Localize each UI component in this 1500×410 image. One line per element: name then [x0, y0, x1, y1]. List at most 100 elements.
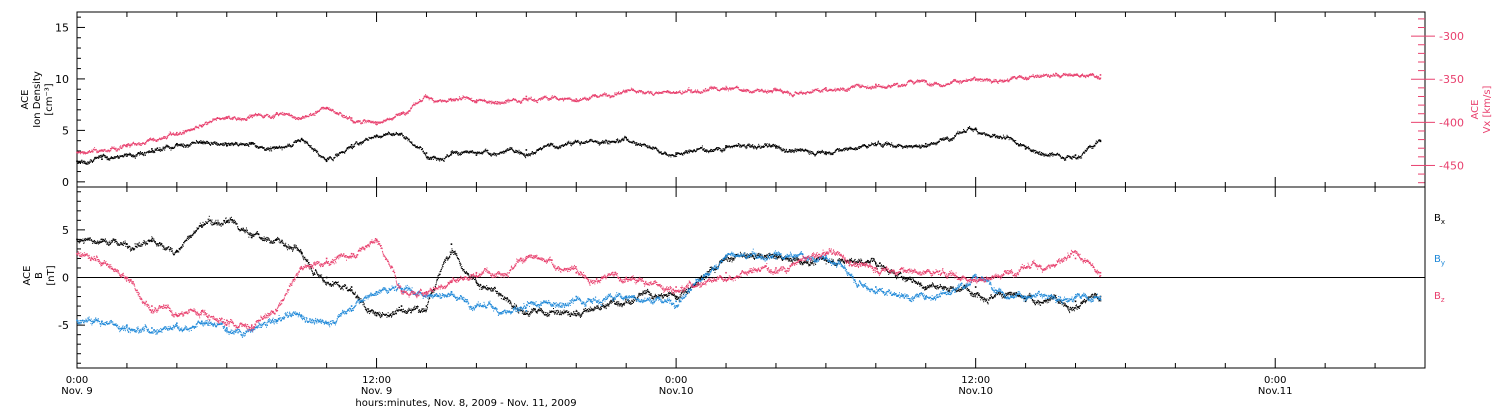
velocity-trace-point — [287, 113, 289, 115]
velocity-trace-point — [725, 88, 727, 90]
velocity-trace-point — [1039, 76, 1041, 78]
velocity-trace-point — [361, 122, 363, 124]
velocity-trace-point — [911, 79, 913, 81]
velocity-trace-point — [497, 102, 499, 104]
density-trace-point — [111, 158, 113, 160]
velocity-trace-point — [418, 101, 420, 103]
velocity-trace-point — [305, 115, 307, 117]
velocity-trace-point — [702, 91, 704, 93]
velocity-trace-point — [443, 100, 445, 102]
velocity-trace-point — [229, 116, 231, 118]
velocity-trace-point — [248, 117, 250, 119]
density-trace-point — [147, 152, 149, 154]
velocity-trace-point — [688, 87, 690, 89]
density-trace-point — [483, 151, 485, 153]
velocity-trace-point — [409, 109, 411, 111]
velocity-trace-point — [1014, 76, 1016, 78]
velocity-trace-point — [500, 102, 502, 104]
velocity-trace-point — [292, 115, 294, 117]
velocity-trace-point — [316, 111, 318, 113]
velocity-trace-point — [535, 100, 537, 102]
velocity-trace-point — [206, 124, 208, 126]
velocity-trace-point — [847, 87, 849, 89]
velocity-trace-point — [120, 147, 122, 149]
velocity-trace-point — [274, 115, 276, 117]
velocity-trace-point — [78, 152, 80, 154]
velocity-trace-point — [429, 98, 431, 100]
velocity-trace-point — [650, 93, 652, 95]
velocity-trace-point — [358, 121, 360, 123]
density-trace-point — [391, 134, 393, 136]
velocity-trace-point — [588, 99, 590, 101]
velocity-trace-point — [239, 117, 241, 119]
velocity-trace-point — [337, 112, 339, 114]
velocity-trace-point — [519, 101, 521, 103]
velocity-trace-point — [871, 87, 873, 89]
velocity-trace-point — [290, 114, 292, 116]
density-trace-point — [269, 150, 271, 152]
velocity-trace-point — [561, 97, 563, 99]
velocity-trace-point — [960, 82, 962, 84]
velocity-trace-point — [602, 93, 604, 95]
density-trace-point — [289, 144, 291, 146]
velocity-trace-point — [488, 100, 490, 102]
velocity-trace-point — [273, 116, 275, 118]
velocity-trace-point — [496, 103, 498, 105]
velocity-trace-point — [402, 111, 404, 113]
density-trace-point — [476, 152, 478, 154]
velocity-trace-point — [327, 106, 329, 108]
velocity-trace-point — [457, 99, 459, 101]
velocity-trace-point — [226, 116, 228, 118]
velocity-trace-point — [1096, 76, 1098, 78]
velocity-trace-point — [290, 115, 292, 117]
density-trace-point — [316, 149, 318, 151]
velocity-trace-point — [460, 99, 462, 101]
velocity-trace-point — [986, 79, 988, 81]
velocity-trace-point — [1037, 75, 1039, 77]
velocity-trace-point — [854, 86, 856, 88]
velocity-trace-point — [310, 112, 312, 114]
velocity-trace-point — [499, 103, 501, 105]
density-trace-point — [375, 137, 377, 139]
velocity-trace-point — [520, 102, 522, 104]
density-trace-point — [254, 143, 256, 145]
velocity-trace-point — [416, 103, 418, 105]
velocity-trace-point — [244, 118, 246, 120]
velocity-trace-point — [121, 146, 123, 148]
velocity-trace-point — [506, 101, 508, 103]
density-trace-point — [427, 156, 429, 158]
velocity-trace-point — [619, 93, 621, 95]
density-trace-point — [248, 146, 250, 148]
velocity-trace-point — [564, 97, 566, 99]
density-trace-point — [231, 142, 233, 144]
density-trace-point — [159, 150, 161, 152]
velocity-trace-point — [378, 122, 380, 124]
velocity-trace-point — [286, 112, 288, 114]
density-trace-point — [247, 143, 249, 145]
velocity-trace-point — [595, 95, 597, 97]
velocity-trace-point — [706, 90, 708, 92]
density-trace-point — [395, 133, 397, 135]
velocity-trace-point — [464, 98, 466, 100]
velocity-trace-point — [353, 122, 355, 124]
density-trace-point — [465, 150, 467, 152]
velocity-trace-point — [181, 134, 183, 136]
velocity-trace-point — [214, 118, 216, 120]
velocity-trace-point — [612, 95, 614, 97]
velocity-trace-point — [88, 151, 90, 153]
velocity-trace-point — [494, 102, 496, 104]
velocity-trace-point — [291, 116, 293, 118]
velocity-trace-point — [147, 139, 149, 141]
density-trace-point — [171, 146, 173, 148]
velocity-trace-point — [431, 99, 433, 101]
velocity-trace-point — [216, 117, 218, 119]
velocity-trace-point — [435, 100, 437, 102]
density-trace-point — [416, 145, 418, 147]
velocity-trace-point — [697, 89, 699, 91]
velocity-trace-point — [1039, 74, 1041, 76]
density-trace-point — [139, 154, 141, 156]
velocity-trace-point — [776, 90, 778, 92]
velocity-trace-point — [147, 140, 149, 142]
velocity-trace-point — [162, 137, 164, 139]
velocity-trace-point — [499, 102, 501, 104]
